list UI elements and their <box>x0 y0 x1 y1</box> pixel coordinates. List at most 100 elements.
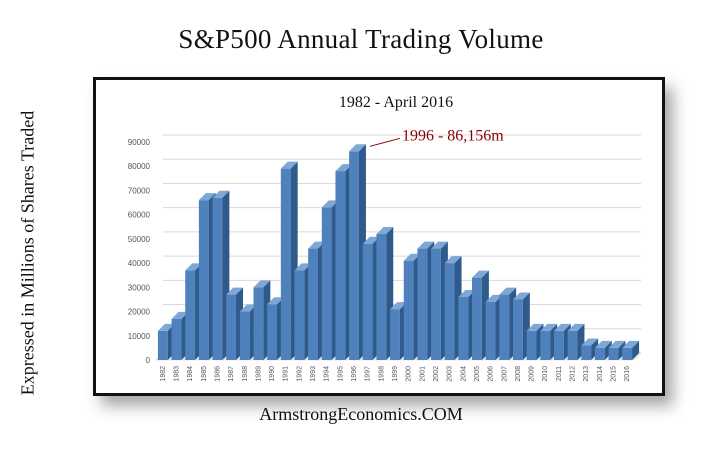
x-tick-label: 2013 <box>583 366 590 382</box>
bar-front <box>362 243 373 360</box>
bar-front <box>622 347 633 360</box>
bar-top <box>581 338 599 346</box>
bar-top <box>239 304 257 312</box>
x-tick-label: 2009 <box>529 366 536 382</box>
x-tick-label: 2007 <box>501 366 508 382</box>
bar-front <box>499 294 510 360</box>
bar-top <box>444 256 462 264</box>
x-tick-label: 2008 <box>515 366 522 382</box>
bar-front <box>212 197 223 360</box>
bar-front <box>526 330 537 360</box>
bar-front <box>444 263 455 360</box>
x-tick-label: 1985 <box>201 366 208 382</box>
x-tick-label: 1986 <box>214 366 221 382</box>
bars <box>157 144 640 360</box>
bar-top <box>526 323 544 331</box>
bar-front <box>567 330 578 360</box>
bar-top <box>362 236 380 244</box>
bar-front <box>198 200 209 360</box>
bar-front <box>171 318 182 360</box>
bar-top <box>335 164 353 172</box>
bar-top <box>280 161 298 169</box>
chart-frame: 1982 - April 2016 0 10000 20000 30000 40000 5… <box>93 77 665 396</box>
y-tick-label: 40000 <box>128 259 151 268</box>
bar-front <box>185 270 196 360</box>
x-tick-label: 1984 <box>187 366 194 382</box>
bar-top <box>185 263 203 271</box>
y-tick-label: 0 <box>146 356 151 365</box>
annotation-leader <box>369 137 401 147</box>
bar-top <box>431 241 448 249</box>
bar-front <box>485 301 496 360</box>
bar-top <box>321 200 339 208</box>
x-tick-label: 1982 <box>160 366 167 382</box>
x-tick-label: 1987 <box>228 366 235 382</box>
bar-top <box>157 323 175 331</box>
bar-side <box>632 340 640 360</box>
bar-front <box>294 270 305 360</box>
bar-top <box>512 292 530 300</box>
bar-front <box>553 330 564 360</box>
bar-front <box>349 151 359 360</box>
x-tick-label: 1999 <box>392 366 399 382</box>
bar-front <box>253 287 264 360</box>
x-tick-label: 1995 <box>337 366 344 382</box>
bar <box>594 340 612 360</box>
bar-front <box>157 330 168 360</box>
y-tick-label: 10000 <box>128 332 151 341</box>
bar-top <box>540 323 558 331</box>
x-tick-label: 1991 <box>283 366 290 382</box>
bar-front <box>581 345 592 360</box>
bar-top <box>349 144 366 152</box>
x-tick-label: 2012 <box>570 366 577 382</box>
x-tick-label: 2000 <box>406 366 413 382</box>
bar-top <box>376 227 394 235</box>
y-tick-label: 60000 <box>128 211 151 220</box>
x-tick-label: 1992 <box>296 366 303 382</box>
bar-top <box>417 241 435 249</box>
bar-top <box>567 323 585 331</box>
bar <box>622 340 640 360</box>
bar-top <box>458 290 476 298</box>
x-tick-label: 2010 <box>542 366 549 382</box>
y-tick-label: 50000 <box>128 235 151 244</box>
bar-top <box>198 193 216 201</box>
bar-front <box>472 277 482 360</box>
y-axis-title-wrap: Expressed in Millions of Shares Traded <box>6 78 50 428</box>
bar-front <box>594 347 605 360</box>
x-tick-label: 1988 <box>242 366 249 382</box>
x-tick-label: 2006 <box>488 366 495 382</box>
bar-top <box>594 340 612 348</box>
bar-front <box>608 347 619 360</box>
x-tick-label: 1983 <box>173 366 180 382</box>
bar-side <box>604 340 612 360</box>
y-axis-title: Expressed in Millions of Shares Traded <box>17 110 38 396</box>
bar-top <box>472 270 489 278</box>
bar-top <box>608 340 626 348</box>
bar-top <box>403 253 421 261</box>
bar-front <box>403 260 414 360</box>
bar-top <box>390 302 407 310</box>
bar-top <box>485 294 503 302</box>
x-tick-label: 2016 <box>624 366 631 382</box>
bar-front <box>390 309 400 360</box>
x-tick-label: 1996 <box>351 366 358 382</box>
x-tick-label: 1998 <box>378 366 385 382</box>
x-axis-ticks: 1982 1983 1984 1985 1986 1987 1988 1989 1990 1991… <box>160 366 631 382</box>
y-tick-label: 20000 <box>128 308 151 317</box>
bar-front <box>431 248 441 360</box>
x-tick-label: 1989 <box>255 366 262 382</box>
bar-top <box>226 287 244 295</box>
bar-top <box>267 297 285 305</box>
bar-front <box>540 330 551 360</box>
y-axis-ticks: 0 10000 20000 30000 40000 50000 60000 70000 8000… <box>128 138 151 365</box>
bar-top <box>171 311 189 319</box>
x-tick-label: 1994 <box>324 366 331 382</box>
bar <box>608 340 626 360</box>
bar-top <box>553 323 571 331</box>
bar-front <box>417 248 428 360</box>
annotation-group: 1996 - 86,156m <box>369 127 504 147</box>
x-tick-label: 1997 <box>365 366 372 382</box>
bar-front <box>321 207 332 360</box>
bar-front <box>512 299 523 360</box>
